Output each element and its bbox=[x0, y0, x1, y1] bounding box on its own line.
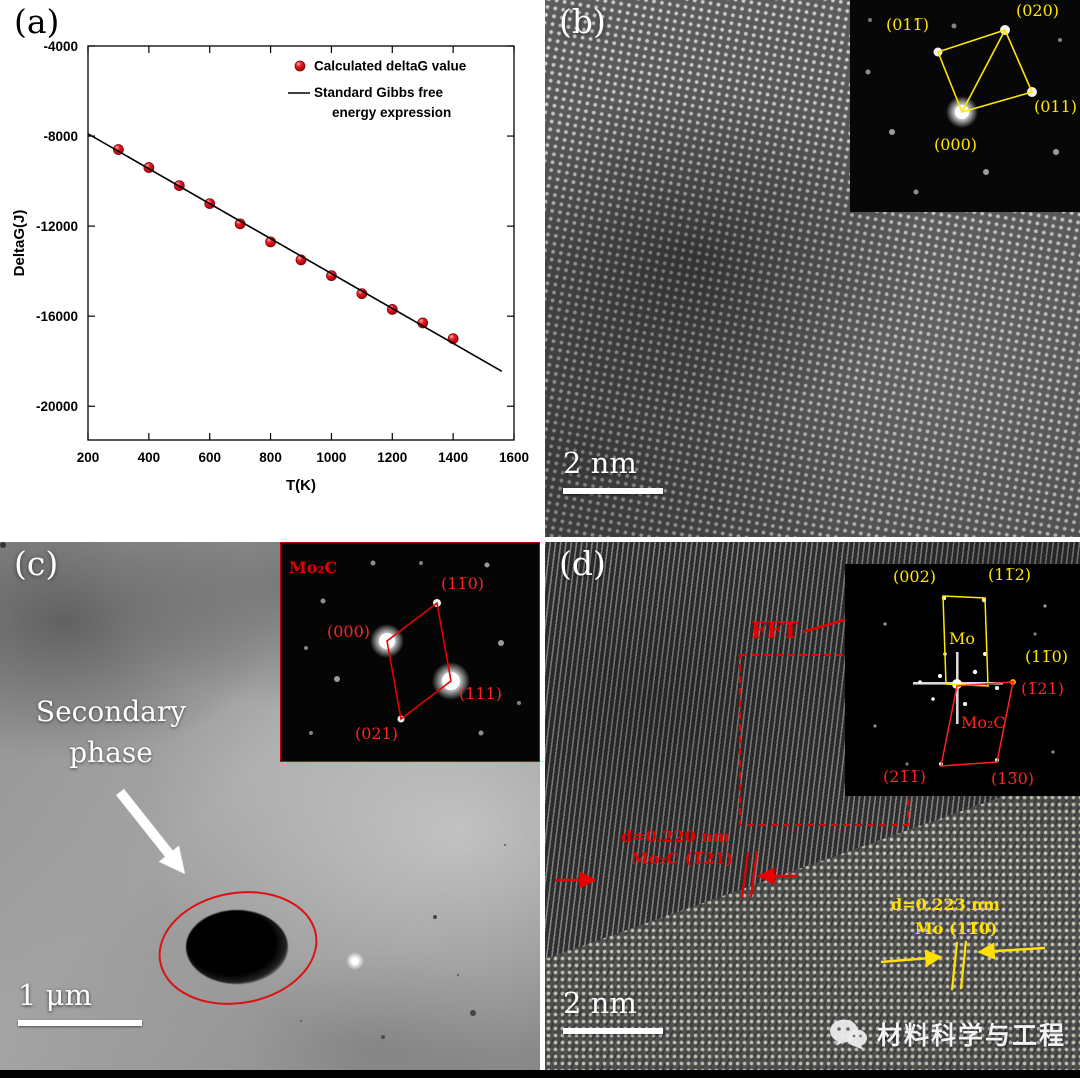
x-tick-label: 600 bbox=[198, 450, 221, 465]
spot-label-000: (000) bbox=[327, 622, 370, 641]
panel-letter-a: (a) bbox=[14, 2, 60, 41]
spot-label-002: (002) bbox=[893, 567, 936, 586]
reciprocal-cell-lines bbox=[936, 29, 1034, 113]
legend-label-standard-line1: Standard Gibbs free bbox=[314, 85, 444, 100]
panel-c-annotations bbox=[115, 788, 186, 875]
panel-c-tem-image: (c) Secondary phase bbox=[0, 542, 540, 1070]
panel-letter-d: (d) bbox=[559, 544, 606, 583]
x-tick-label: 1200 bbox=[377, 450, 407, 465]
bright-particle bbox=[346, 952, 364, 970]
legend-marker-dot bbox=[294, 60, 306, 72]
y-tick-label: -12000 bbox=[36, 219, 78, 234]
mo2c-dspacing-plane: Mo₂C (1̅21) bbox=[631, 849, 733, 868]
mo2c-dspacing-value: d=0.220 nm bbox=[621, 827, 730, 846]
x-tick-label: 200 bbox=[77, 450, 100, 465]
x-tick-label: 1400 bbox=[438, 450, 468, 465]
secondary-phase-label: Secondary phase bbox=[26, 692, 196, 773]
legend-label-standard-line2: energy expression bbox=[332, 105, 451, 120]
saed-pattern-inset-b: (011̅) (020) (011) (000) bbox=[850, 0, 1080, 212]
saed-pattern-inset-c: Mo₂C (11̅0) (000) (111) (021) bbox=[280, 542, 540, 762]
scale-bar-c: 1 μm bbox=[18, 978, 142, 1026]
mo-cell-outline bbox=[942, 595, 989, 687]
spot-label-111: (111) bbox=[459, 684, 502, 703]
x-tick-label: 400 bbox=[138, 450, 161, 465]
white-arrow bbox=[115, 788, 186, 875]
mo-dspacing-value: d=0.223 nm bbox=[891, 895, 1000, 914]
spot-label-011: (011) bbox=[1034, 97, 1077, 116]
spot-label-2-1-1: (21̅1̅) bbox=[883, 767, 926, 786]
spot-label-1-12: (11̅2) bbox=[988, 565, 1031, 584]
y-tick-label: -20000 bbox=[36, 399, 78, 414]
x-tick-label: 1600 bbox=[499, 450, 529, 465]
secondary-phase-label-line2: phase bbox=[69, 735, 153, 769]
secondary-phase-particle bbox=[186, 910, 288, 984]
panel-b-hrtem-image: (b) (011̅) ( bbox=[545, 0, 1080, 537]
phase-label-mo2c: Mo₂C bbox=[289, 558, 337, 577]
spot-label-1-10: (11̅0) bbox=[1025, 647, 1068, 666]
y-tick-label: -8000 bbox=[43, 129, 78, 144]
inset-c-background bbox=[281, 543, 539, 761]
spot-label-021: (021) bbox=[355, 724, 398, 743]
x-axis-label: T(K) bbox=[286, 477, 316, 494]
y-tick-label: -4000 bbox=[43, 39, 78, 54]
scale-bar-c-text: 1 μm bbox=[18, 978, 93, 1012]
scale-bar-d-line bbox=[563, 1028, 663, 1034]
panel-letter-b: (b) bbox=[559, 2, 606, 41]
spot-label-01-1: (011̅) bbox=[886, 15, 929, 34]
reciprocal-cell-lines bbox=[386, 601, 452, 721]
scale-bar-d-text: 2 nm bbox=[563, 986, 637, 1020]
secondary-phase-label-line1: Secondary bbox=[35, 695, 187, 728]
spot-label--121: (1̅21) bbox=[1021, 679, 1064, 698]
spot-label-020: (020) bbox=[1016, 1, 1059, 20]
spot-label-1-30: (13̅0) bbox=[991, 769, 1034, 788]
panel-letter-c: (c) bbox=[14, 544, 59, 583]
x-tick-label: 1000 bbox=[316, 450, 346, 465]
y-tick-label: -16000 bbox=[36, 309, 78, 324]
fft-label: FFT bbox=[751, 618, 799, 644]
gibbs-fit-line bbox=[87, 133, 503, 373]
panel-a-gibbs-chart: (a) 200 400 600 800 1000 1200 1400 1600 -4000 -80… bbox=[0, 0, 540, 537]
mo2c-cell-outline bbox=[940, 681, 1014, 767]
phase-label-mo2c: Mo₂C bbox=[961, 713, 1006, 732]
inset-d-background bbox=[845, 564, 1080, 796]
watermark: 材料科学与工程 bbox=[828, 1016, 1066, 1052]
scale-bar-b-line bbox=[563, 488, 663, 494]
mo-dspacing-annotation: d=0.223 nm Mo (11̅0) bbox=[880, 895, 1046, 991]
phase-label-mo: Mo bbox=[949, 629, 975, 648]
plot-frame bbox=[87, 45, 515, 441]
mo-dspacing-plane: Mo (11̅0) bbox=[915, 919, 998, 938]
watermark-text: 材料科学与工程 bbox=[876, 1022, 1066, 1050]
legend-label-calculated: Calculated deltaG value bbox=[314, 59, 467, 74]
fft-pattern-inset-d: (002) (11̅2) Mo (11̅0) (1̅21) (21̅1̅) (1… bbox=[845, 564, 1080, 796]
scale-bar-c-line bbox=[18, 1020, 142, 1026]
gibbs-chart: 200 400 600 800 1000 1200 1400 1600 -4000 -8000 -1… bbox=[11, 39, 529, 494]
dark-specks bbox=[0, 542, 6, 548]
spot-label-000: (000) bbox=[934, 135, 977, 154]
wechat-icon bbox=[829, 1019, 867, 1050]
scale-bar-d: 2 nm bbox=[563, 986, 663, 1034]
scale-bar-b-text: 2 nm bbox=[563, 446, 637, 480]
spot-label-1-10: (11̅0) bbox=[441, 574, 484, 593]
x-tick-label: 800 bbox=[259, 450, 282, 465]
bottom-black-strip bbox=[0, 1070, 1080, 1078]
scale-bar-b: 2 nm bbox=[563, 446, 663, 494]
panel-d-hrtem-interface: (d) FFT d=0.220 nm Mo₂C (1̅21) bbox=[545, 542, 1080, 1070]
mo2c-dspacing-annotation: d=0.220 nm Mo₂C (1̅21) bbox=[555, 827, 797, 899]
y-axis-label: DeltaG(J) bbox=[11, 210, 28, 277]
